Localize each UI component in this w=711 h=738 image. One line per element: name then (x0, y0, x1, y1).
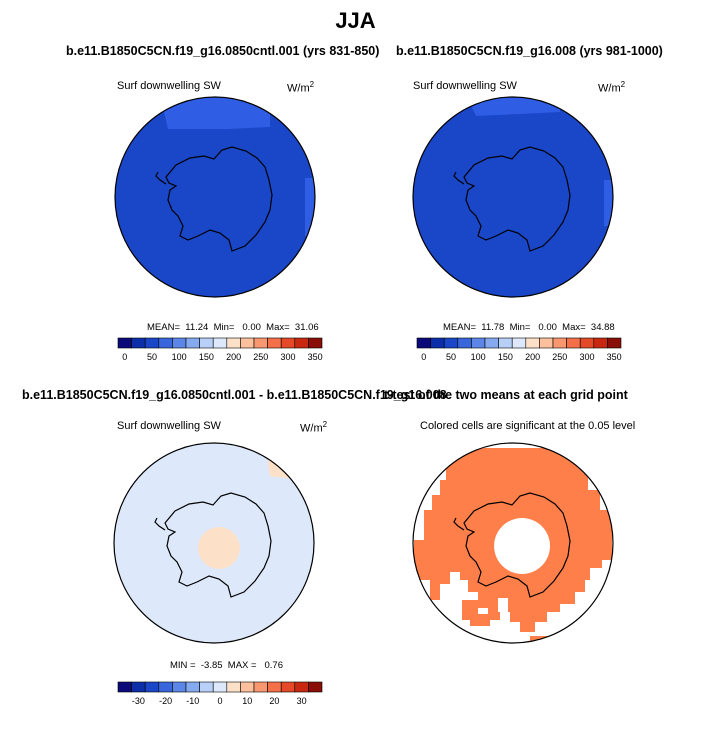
colorbar-tick-label: 150 (199, 352, 214, 362)
panel2-variable: Surf downwelling SW (413, 80, 517, 92)
panel4-title: t-test of the two means at each grid poi… (384, 388, 628, 402)
colorbar-tick-label: -20 (159, 696, 172, 706)
colorbar-swatch (308, 681, 323, 693)
panel3-variable: Surf downwelling SW (117, 420, 221, 432)
panel3-units: W/m2 (300, 420, 328, 435)
panel3-peninsula-outline (154, 517, 166, 531)
panel4-peninsula-outline (453, 517, 465, 531)
panel1-units: W/m2 (287, 80, 315, 95)
colorbar-tick-label: 200 (525, 352, 540, 362)
panel4-subtitle: Colored cells are significant at the 0.0… (420, 420, 636, 432)
colorbar-tick-label: -30 (132, 696, 145, 706)
colorbar-tick-label: 100 (172, 352, 187, 362)
colorbar-tick-label: 50 (147, 352, 157, 362)
colorbar-tick-label: 50 (446, 352, 456, 362)
panel2-antarctica-outline (463, 146, 571, 252)
panel2-map-patch-east (604, 180, 613, 226)
panel2-title: b.e11.B1850C5CN.f19_g16.008 (yrs 981-100… (396, 44, 663, 58)
colorbar-tick-label: 250 (552, 352, 567, 362)
colorbar-tick-label: 0 (217, 696, 222, 706)
panel1-map-disk (115, 97, 315, 297)
panel1-peninsula-outline (155, 171, 167, 185)
panel4-antarctica-outline (463, 492, 571, 598)
colorbar-tick-label: 100 (471, 352, 486, 362)
panel3-antarctica-outline (164, 492, 272, 598)
panel4-significant-cells (414, 448, 612, 632)
colorbar-tick-label: 300 (579, 352, 594, 362)
panel2-stats: MEAN= 11.78 Min= 0.00 Max= 34.88 (443, 322, 615, 333)
panel1-title: b.e11.B1850C5CN.f19_g16.0850cntl.001 (yr… (66, 44, 380, 58)
panel3-title: b.e11.B1850C5CN.f19_g16.0850cntl.001 - b… (22, 388, 447, 402)
panel2-peninsula-outline (453, 171, 465, 185)
colorbar-tick-label: 150 (498, 352, 513, 362)
panel3-stats: MIN = -3.85 MAX = 0.76 (170, 660, 283, 671)
panel1-antarctica-outline (165, 146, 273, 252)
panel3-map-patch-pole (198, 527, 240, 569)
colorbar-tick-label: 30 (297, 696, 307, 706)
colorbar-tick-label: 10 (242, 696, 252, 706)
colorbar-tick-label: 0 (421, 352, 426, 362)
colorbar-tick-label: 350 (607, 352, 622, 362)
colorbar-tick-label: 20 (269, 696, 279, 706)
panel1-stats: MEAN= 11.24 Min= 0.00 Max= 31.06 (147, 322, 319, 333)
colorbar-tick-label: 0 (122, 352, 127, 362)
colorbar-tick-label: 350 (308, 352, 323, 362)
colorbar-tick-label: 300 (280, 352, 295, 362)
colorbar-tick-label: 250 (253, 352, 268, 362)
colorbar-tick-label: -10 (186, 696, 199, 706)
main-title: JJA (335, 8, 376, 33)
colorbar-swatch (607, 337, 622, 349)
panel1-variable: Surf downwelling SW (117, 80, 221, 92)
colorbar-tick-label: 200 (226, 352, 241, 362)
panel2-units: W/m2 (598, 80, 626, 95)
panel1-map-patch-north (160, 97, 270, 129)
colorbar-swatch (308, 337, 323, 349)
panel1-map-patch-east (305, 178, 315, 236)
